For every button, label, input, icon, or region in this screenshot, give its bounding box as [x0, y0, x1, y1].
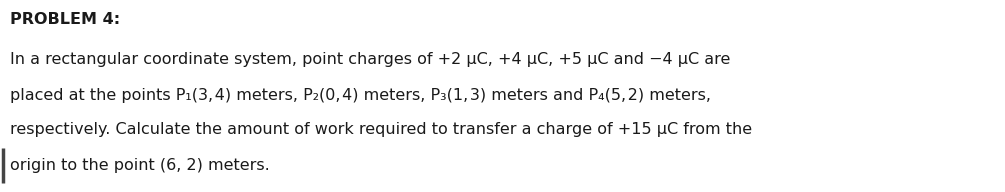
Text: respectively. Calculate the amount of work required to transfer a charge of +15 : respectively. Calculate the amount of wo…	[10, 122, 752, 137]
Text: origin to the point (6, 2) meters.: origin to the point (6, 2) meters.	[10, 158, 269, 173]
Text: In a rectangular coordinate system, point charges of +2 μC, +4 μC, +5 μC and −4 : In a rectangular coordinate system, poin…	[10, 52, 731, 67]
Text: placed at the points P₁(3, 4) meters, P₂(0, 4) meters, P₃(1, 3) meters and P₄(5,: placed at the points P₁(3, 4) meters, P₂…	[10, 88, 711, 103]
Text: PROBLEM 4:: PROBLEM 4:	[10, 12, 121, 27]
